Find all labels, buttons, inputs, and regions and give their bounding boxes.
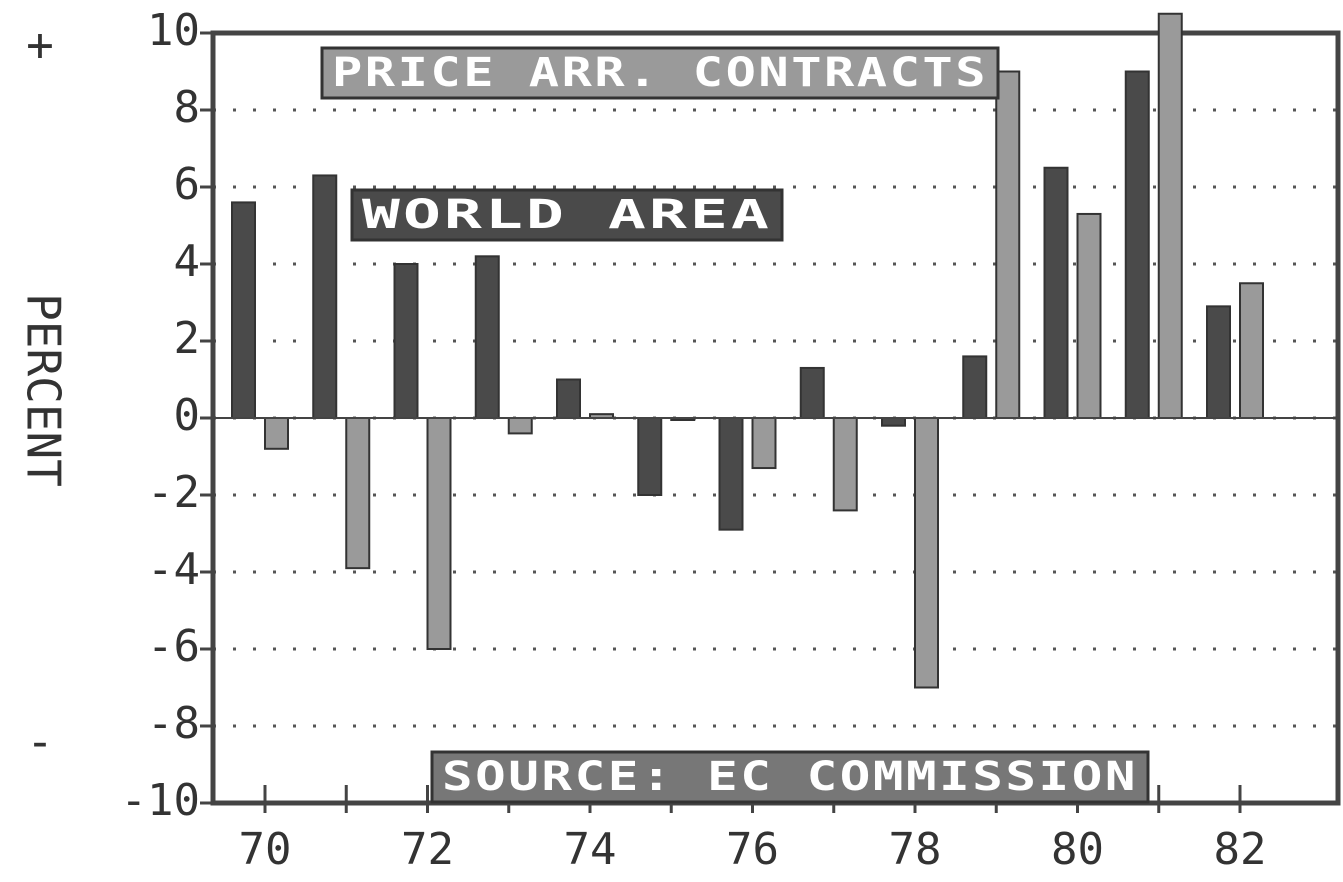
bar: [556, 378, 581, 419]
legend-box: [320, 46, 1000, 100]
bar: [799, 366, 825, 420]
bar: [1076, 212, 1102, 419]
bar: [962, 355, 988, 419]
bar: [393, 263, 419, 419]
x-tick-label: 80: [1051, 824, 1104, 875]
y-axis-bottom-sign: -: [26, 715, 54, 769]
bar: [474, 255, 500, 419]
y-tick-label: 4: [174, 236, 201, 287]
bar: [1124, 70, 1150, 419]
bar: [881, 417, 906, 427]
bar: [718, 417, 744, 531]
bar: [1206, 305, 1231, 420]
x-tick-label: 76: [726, 824, 779, 875]
x-tick-label: 74: [564, 824, 617, 875]
bar: [995, 70, 1021, 419]
bar: [264, 417, 289, 450]
y-axis-label: PERCENT: [17, 293, 71, 487]
bar: [231, 201, 256, 419]
y-tick-label: 0: [174, 390, 201, 441]
bar: [1157, 12, 1183, 419]
legend-label: PRICE ARR. CONTRACTS: [332, 50, 988, 96]
source-note: SOURCE: EC COMMISSION: [442, 754, 1138, 800]
y-tick-label: -4: [147, 544, 200, 595]
bar: [637, 417, 663, 496]
legend-box: [350, 188, 784, 242]
bar: [507, 417, 533, 435]
x-tick-label: 78: [889, 824, 942, 875]
bar: [312, 174, 338, 419]
bar: [1043, 166, 1069, 419]
y-axis-top-sign: +: [26, 18, 54, 72]
y-tick-label: -8: [147, 698, 200, 749]
bar: [914, 417, 939, 689]
x-tick-label: 70: [239, 824, 292, 875]
y-tick-label: 10: [147, 5, 200, 56]
legend-box: [430, 750, 1150, 804]
y-tick-label: 2: [174, 313, 201, 364]
bar: [751, 417, 777, 470]
x-tick-label: 82: [1214, 824, 1267, 875]
bar: [1239, 282, 1264, 419]
bar: [426, 417, 452, 650]
bar: [345, 417, 371, 570]
legend-label: WORLD AREA: [362, 192, 772, 238]
y-tick-label: -6: [147, 621, 200, 672]
y-tick-label: 8: [174, 82, 201, 133]
bar: [832, 417, 858, 512]
y-tick-label: -10: [121, 775, 200, 826]
x-tick-label: 72: [401, 824, 454, 875]
y-tick-label: 6: [174, 159, 201, 210]
y-tick-label: -2: [147, 467, 200, 518]
